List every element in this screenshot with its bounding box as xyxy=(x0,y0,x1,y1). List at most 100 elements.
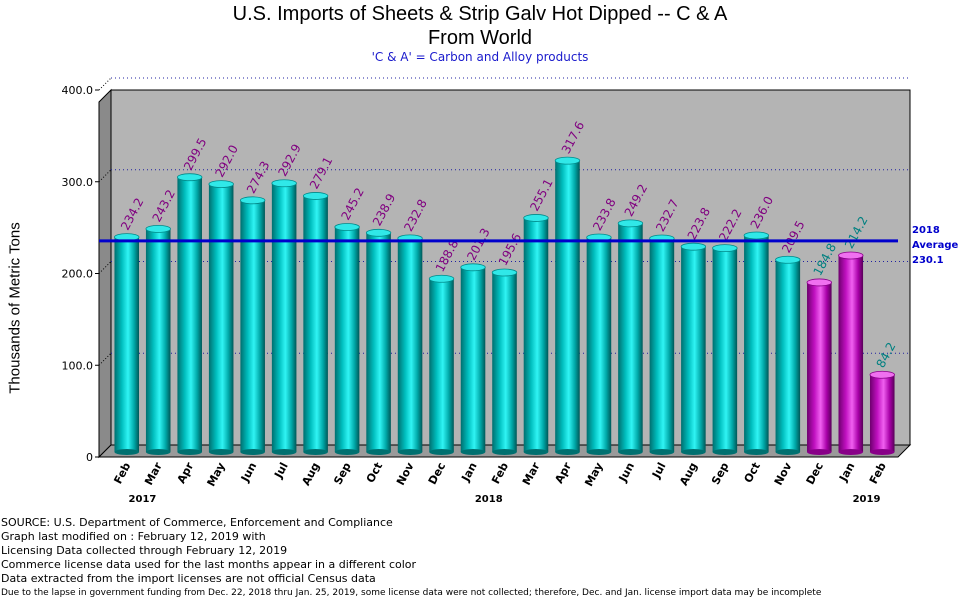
bar-base xyxy=(177,449,202,455)
x-tick-label: May xyxy=(205,460,228,488)
y-tick-label: 200.0 xyxy=(62,268,94,281)
bar-base xyxy=(240,449,265,455)
bar-body xyxy=(649,238,675,452)
x-tick-label: Nov xyxy=(394,460,417,488)
x-tick-label: Oct xyxy=(742,460,763,485)
bar xyxy=(271,179,297,455)
x-tick-label: Feb xyxy=(489,460,511,486)
bar-body xyxy=(366,232,391,452)
plot-side-wall xyxy=(98,88,112,459)
bar-top xyxy=(271,179,297,188)
bar-base xyxy=(145,449,171,455)
x-tick-label: Feb xyxy=(111,460,133,486)
bar-top xyxy=(302,192,329,200)
x-tick-label: Jun xyxy=(238,460,259,484)
y-tick-label: 400.0 xyxy=(62,84,94,97)
bar-top xyxy=(460,263,486,272)
bar-body xyxy=(712,248,738,452)
bar xyxy=(712,244,738,455)
bar-base xyxy=(838,449,864,455)
bar-top xyxy=(239,196,266,205)
bar-body xyxy=(208,184,234,452)
x-tick-label: Mar xyxy=(520,460,543,488)
bar-body xyxy=(555,160,580,453)
bar xyxy=(397,234,423,455)
bar xyxy=(806,278,832,455)
y-tick-label: 300.0 xyxy=(62,176,94,189)
note-licensing: Licensing Data collected through Februar… xyxy=(1,544,288,557)
x-tick-label: Feb xyxy=(867,460,889,486)
bar-top xyxy=(554,156,581,165)
bar-top xyxy=(743,231,770,240)
chart-subtitle: 'C & A' = Carbon and Alloy products xyxy=(371,50,589,64)
bar xyxy=(680,242,707,455)
bar-base xyxy=(523,449,549,455)
x-tick-label: Dec xyxy=(804,460,826,487)
bar xyxy=(208,180,234,455)
x-tick-label: Apr xyxy=(175,460,197,486)
note-official: Data extracted from the import licenses … xyxy=(1,572,376,585)
bar xyxy=(869,370,895,455)
bar-body xyxy=(838,255,864,452)
bar-base xyxy=(586,449,612,455)
bar-body xyxy=(429,278,454,452)
bar-body xyxy=(145,228,171,452)
bar-base xyxy=(618,449,643,455)
bar xyxy=(460,263,486,455)
bar xyxy=(743,231,770,455)
bar-body xyxy=(681,246,706,452)
bar xyxy=(523,214,549,455)
bar-top xyxy=(617,219,644,228)
bar-base xyxy=(649,449,675,455)
bar-body xyxy=(114,237,140,452)
x-tick-label: Sep xyxy=(331,460,353,487)
average-label: 2018 xyxy=(912,225,940,236)
bar xyxy=(775,255,801,455)
x-tick-label: Aug xyxy=(299,460,322,487)
bar-base xyxy=(869,449,895,455)
bar-base xyxy=(334,449,360,455)
bar xyxy=(145,224,171,455)
year-label: 2019 xyxy=(853,494,881,505)
x-tick-label: Jul xyxy=(271,460,290,481)
bar-top xyxy=(838,251,864,260)
bar-base xyxy=(775,449,801,455)
note-source: SOURCE: U.S. Department of Commerce, Enf… xyxy=(1,516,393,529)
bar-top xyxy=(806,278,832,287)
x-tick-label: Apr xyxy=(552,460,574,486)
bar-base xyxy=(114,449,140,455)
bar-body xyxy=(240,200,265,452)
bar-base xyxy=(208,449,234,455)
bar-body xyxy=(523,217,549,452)
bar xyxy=(554,156,581,455)
bar-body xyxy=(177,177,202,453)
source-notes: SOURCE: U.S. Department of Commerce, Enf… xyxy=(1,516,959,600)
bar-base xyxy=(271,449,297,455)
bar xyxy=(491,268,518,455)
bar-top xyxy=(334,223,360,231)
average-label: 230.1 xyxy=(912,255,944,266)
bar-body xyxy=(334,227,360,452)
x-tick-label: Jun xyxy=(616,460,637,484)
x-tick-label: May xyxy=(582,460,605,488)
year-label: 2018 xyxy=(475,494,503,505)
bar-base xyxy=(744,449,769,455)
year-label: 2017 xyxy=(129,494,157,505)
bar-body xyxy=(775,259,801,452)
bar xyxy=(617,219,644,455)
bar-top xyxy=(680,242,707,251)
x-tick-label: Sep xyxy=(709,460,731,487)
bar-top xyxy=(365,228,392,237)
bar-top xyxy=(712,244,738,253)
bar-body xyxy=(586,237,612,452)
bar xyxy=(177,173,203,455)
average-label: Average xyxy=(912,240,959,251)
bar-top xyxy=(428,274,455,283)
bar-body xyxy=(807,282,832,452)
bar-body xyxy=(271,183,297,452)
bar-top xyxy=(177,173,203,182)
bar-body xyxy=(303,195,328,452)
bar-top xyxy=(145,224,171,233)
x-tick-label: Jan xyxy=(459,460,480,484)
x-tick-label: Jan xyxy=(836,460,857,484)
